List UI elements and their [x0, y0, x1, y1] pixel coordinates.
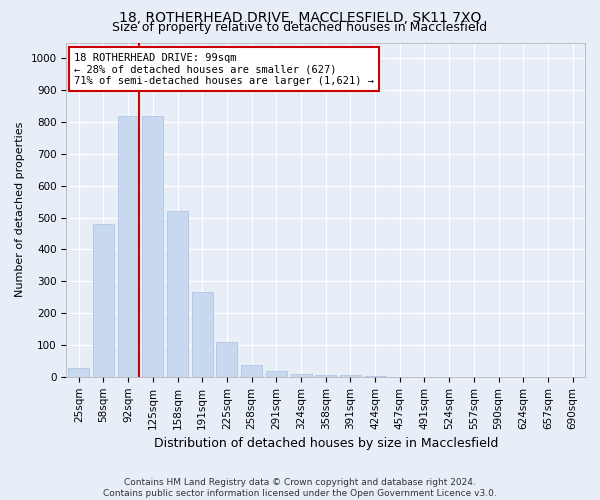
Bar	[93, 224, 114, 377]
Bar	[340, 375, 361, 377]
Bar	[241, 364, 262, 377]
Bar	[217, 342, 238, 377]
Bar	[167, 212, 188, 377]
Bar	[266, 371, 287, 377]
Bar	[315, 375, 336, 377]
Bar	[192, 292, 213, 377]
Text: 18 ROTHERHEAD DRIVE: 99sqm
← 28% of detached houses are smaller (627)
71% of sem: 18 ROTHERHEAD DRIVE: 99sqm ← 28% of deta…	[74, 52, 374, 86]
Text: 18, ROTHERHEAD DRIVE, MACCLESFIELD, SK11 7XQ: 18, ROTHERHEAD DRIVE, MACCLESFIELD, SK11…	[119, 11, 481, 25]
Bar	[68, 368, 89, 377]
Bar	[365, 376, 386, 377]
Text: Contains HM Land Registry data © Crown copyright and database right 2024.
Contai: Contains HM Land Registry data © Crown c…	[103, 478, 497, 498]
X-axis label: Distribution of detached houses by size in Macclesfield: Distribution of detached houses by size …	[154, 437, 498, 450]
Bar	[142, 116, 163, 377]
Y-axis label: Number of detached properties: Number of detached properties	[15, 122, 25, 298]
Text: Size of property relative to detached houses in Macclesfield: Size of property relative to detached ho…	[112, 22, 488, 35]
Bar	[290, 374, 311, 377]
Bar	[118, 116, 139, 377]
